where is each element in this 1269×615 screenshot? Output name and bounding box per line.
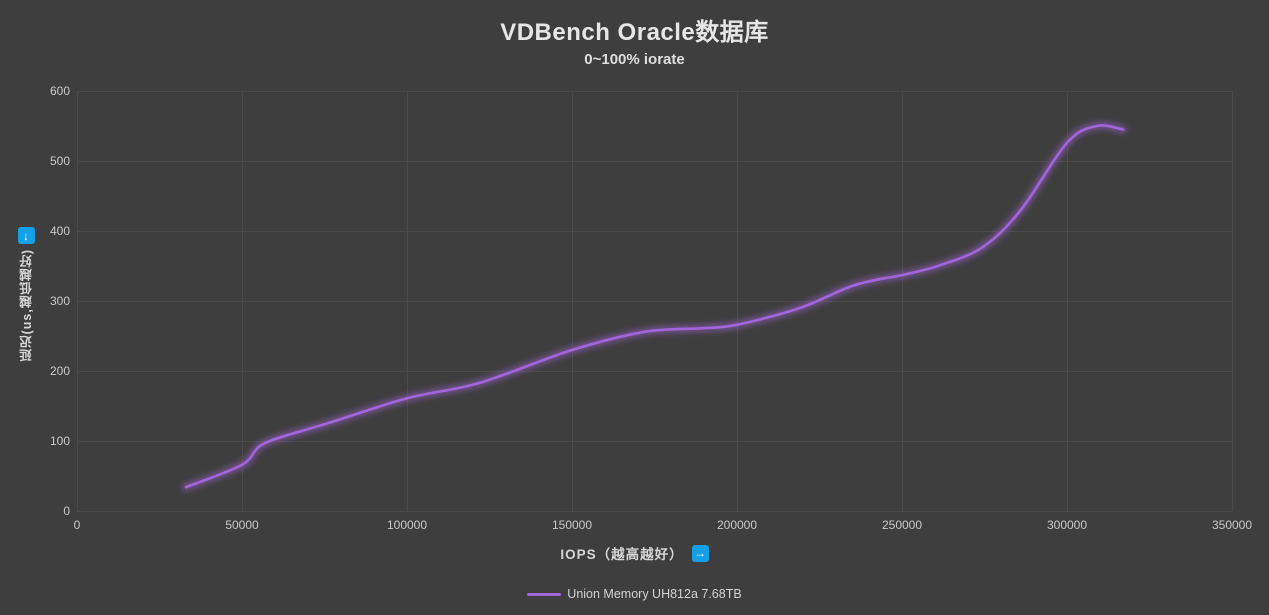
chart-title: VDBench Oracle数据库 xyxy=(500,19,769,46)
y-tick-label: 100 xyxy=(49,434,70,448)
x-tick-label: 0 xyxy=(73,518,81,532)
x-axis-title: IOPS（越高越好） → xyxy=(0,543,1269,563)
series-line xyxy=(184,124,1125,489)
chart-subtitle: 0~100% iorate xyxy=(584,51,685,68)
series-line xyxy=(183,122,1126,490)
y-tick-label: 600 xyxy=(49,84,70,98)
down-arrow-icon: ↓ xyxy=(17,227,35,244)
x-axis-title-label: IOPS（越高越好） xyxy=(560,547,684,562)
y-tick-label: 0 xyxy=(63,504,70,518)
x-tick-label: 300000 xyxy=(1046,518,1088,532)
series-group xyxy=(180,120,1129,493)
y-tick-label: 500 xyxy=(49,154,70,168)
y-tick-label: 400 xyxy=(49,224,70,238)
y-axis-title-label: 延迟(us,越低越好) xyxy=(19,249,34,362)
y-axis-title: ↓ 延迟(us,越低越好) xyxy=(13,227,39,361)
y-tick-label: 200 xyxy=(49,364,70,378)
right-arrow-icon: → xyxy=(691,544,709,562)
x-tick-label: 350000 xyxy=(1211,518,1253,532)
x-tick-label: 150000 xyxy=(551,518,593,532)
x-tick-label: 250000 xyxy=(881,518,923,532)
series-line xyxy=(180,120,1129,493)
legend-series-label: Union Memory UH812a 7.68TB xyxy=(567,587,742,601)
legend: Union Memory UH812a 7.68TB xyxy=(0,587,1269,601)
x-tick-label: 50000 xyxy=(225,518,259,532)
x-tick-label: 100000 xyxy=(386,518,428,532)
x-tick-label: 200000 xyxy=(716,518,758,532)
legend-line-swatch xyxy=(527,592,562,596)
y-tick-label: 300 xyxy=(49,294,70,308)
gridlines xyxy=(77,91,1233,512)
